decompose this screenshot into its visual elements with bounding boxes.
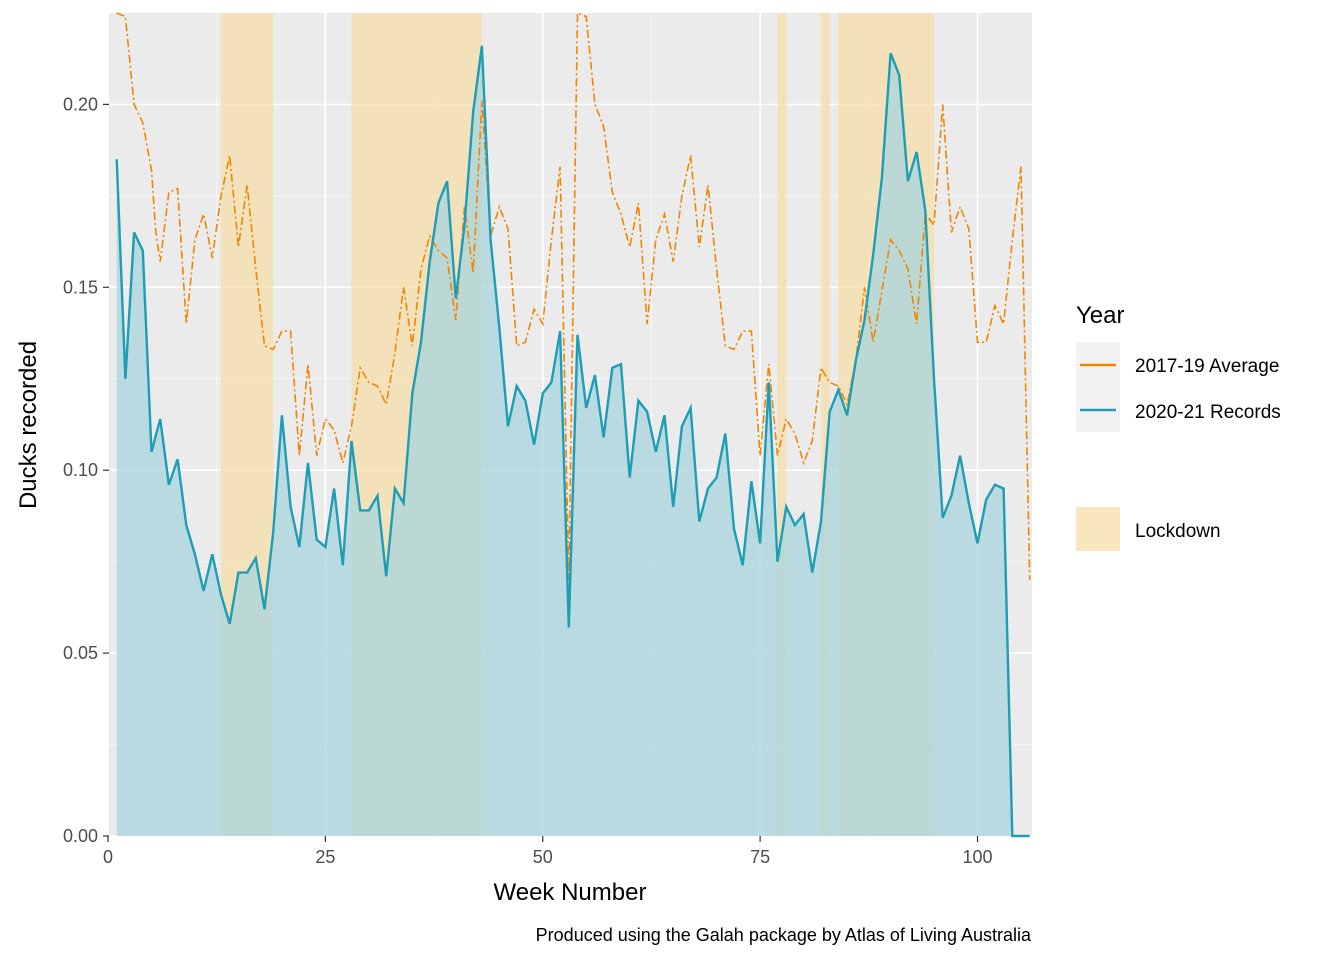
x-tick-label: 0 — [103, 847, 113, 867]
legend-label-lockdown: Lockdown — [1135, 521, 1221, 542]
legend-title: Year — [1076, 302, 1125, 329]
lockdown-band — [820, 13, 830, 836]
x-axis-title: Week Number — [494, 879, 647, 906]
lockdown-band — [777, 13, 787, 836]
y-axis: 0.00 0.05 0.10 0.15 0.20 — [63, 94, 109, 846]
chart-caption: Produced using the Galah package by Atla… — [536, 925, 1032, 945]
y-axis-title: Ducks recorded — [15, 341, 42, 509]
legend-label-average: 2017-19 Average — [1135, 356, 1279, 377]
records-line — [115, 45, 1030, 838]
average-line — [116, 11, 1031, 580]
y-tick-label: 0.00 — [63, 826, 98, 846]
y-tick-label: 0.15 — [63, 277, 98, 297]
y-tick-label: 0.20 — [63, 94, 98, 114]
y-tick-label: 0.05 — [63, 643, 98, 663]
y-tick-label: 0.10 — [63, 460, 98, 480]
records-area — [116, 45, 1030, 836]
legend: Year 2017-19 Average 2020-21 Records Loc… — [1076, 302, 1281, 551]
x-axis: 0 25 50 75 100 — [103, 836, 993, 867]
x-tick-label: 75 — [750, 847, 770, 867]
x-tick-label: 50 — [533, 847, 553, 867]
x-tick-label: 100 — [962, 847, 992, 867]
x-tick-label: 25 — [315, 847, 335, 867]
legend-key-lockdown — [1076, 507, 1120, 551]
legend-key-bg — [1076, 342, 1120, 432]
legend-label-records: 2020-21 Records — [1135, 402, 1281, 423]
